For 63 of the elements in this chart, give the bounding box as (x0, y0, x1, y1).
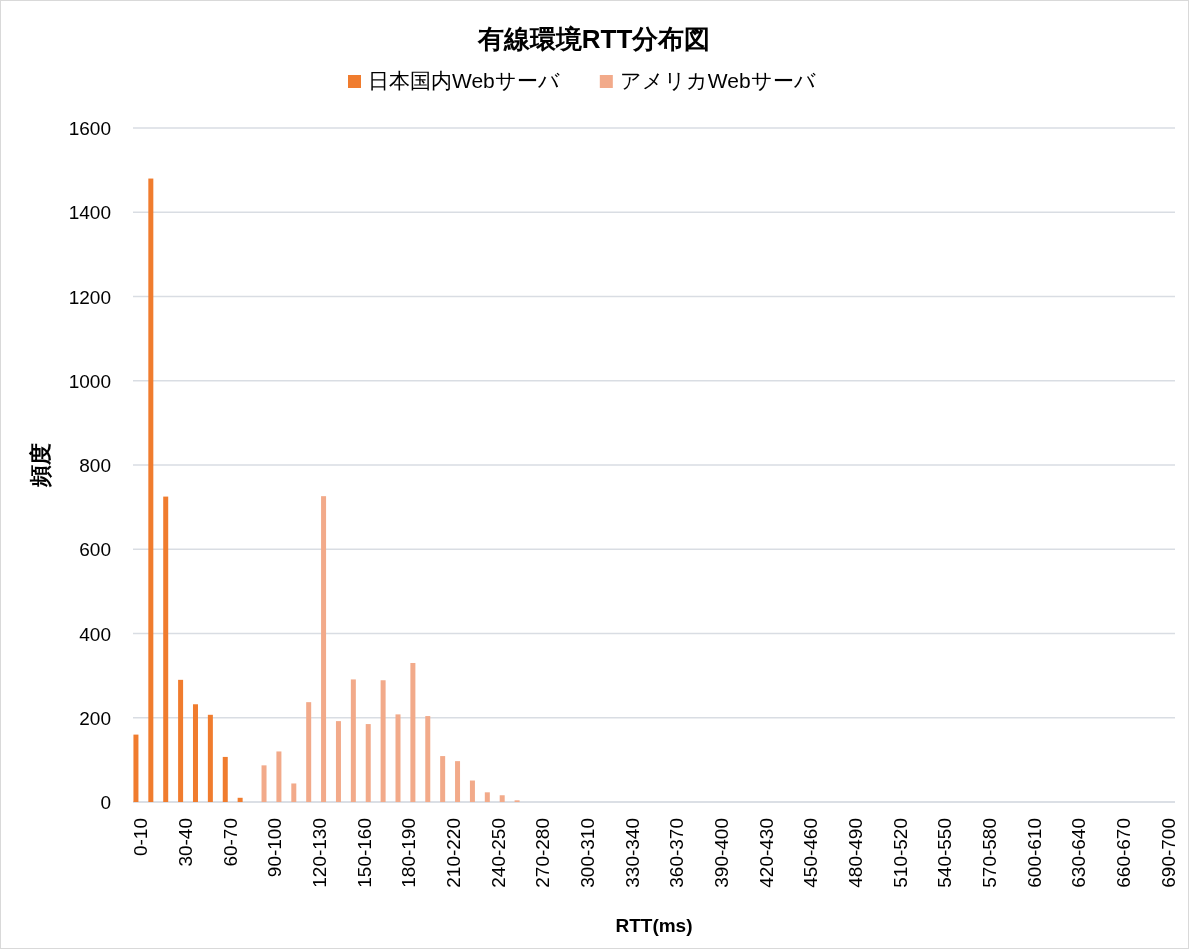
legend-label: アメリカWebサーバ (619, 69, 816, 92)
x-tick-label: 300-310 (577, 818, 599, 888)
y-tick-label: 200 (79, 707, 111, 729)
x-tick-label: 210-220 (443, 818, 465, 888)
x-tick-label: 390-400 (710, 818, 732, 888)
x-tick-label: 120-130 (309, 818, 331, 888)
y-tick-label: 1400 (68, 202, 111, 224)
y-tick-label: 400 (79, 623, 111, 645)
bar (335, 721, 341, 802)
bar (499, 795, 505, 802)
x-tick-label: 0-10 (130, 818, 152, 857)
x-tick-label: 540-550 (934, 818, 956, 888)
x-tick-label: 660-670 (1112, 818, 1134, 888)
bar (440, 756, 446, 802)
bar (395, 714, 401, 802)
bar (455, 761, 461, 802)
x-tick-label: 480-490 (844, 818, 866, 888)
x-tick-label: 240-250 (487, 818, 509, 888)
x-tick-label: 360-370 (666, 818, 688, 888)
y-tick-label: 600 (79, 539, 111, 561)
x-tick-label: 150-160 (353, 818, 375, 888)
y-tick-label: 0 (100, 792, 111, 813)
bar (163, 496, 169, 802)
x-tick-label: 570-580 (978, 818, 1000, 888)
bar (469, 780, 475, 802)
y-tick-label: 800 (79, 455, 111, 476)
y-tick-label: 1200 (68, 286, 111, 308)
bar (178, 679, 184, 802)
bar (410, 662, 416, 802)
x-tick-label: 30-40 (175, 818, 197, 867)
bar (192, 704, 198, 802)
bar (207, 714, 213, 802)
bar (133, 734, 139, 802)
bar (365, 724, 371, 802)
x-tick-label: 90-100 (264, 818, 286, 878)
x-tick-label: 330-340 (621, 818, 643, 888)
bar (306, 702, 312, 802)
bar (291, 783, 297, 802)
bar (276, 751, 282, 802)
y-axis-title: 頻度 (28, 443, 53, 488)
bar (425, 716, 431, 802)
bar (484, 792, 490, 802)
bar (148, 178, 154, 802)
bar (321, 496, 327, 802)
x-tick-label: 60-70 (219, 818, 241, 867)
y-tick-label: 1600 (68, 118, 111, 139)
legend-label: 日本国内Webサーバ (368, 69, 560, 92)
x-tick-label: 180-190 (398, 818, 420, 888)
x-tick-label: 630-640 (1068, 818, 1090, 888)
x-tick-label: 510-520 (889, 818, 911, 888)
bar (380, 680, 386, 802)
bar (350, 679, 356, 802)
x-tick-label: 420-430 (755, 818, 777, 888)
chart-title: 有線環境RTT分布図 (476, 24, 711, 54)
bar (222, 756, 228, 802)
bar (237, 797, 243, 802)
y-tick-label: 1000 (68, 370, 111, 392)
x-tick-label: 600-610 (1023, 818, 1045, 888)
x-tick-label: 690-700 (1157, 818, 1179, 888)
x-tick-label: 450-460 (800, 818, 822, 888)
x-axis-title: RTT(ms) (615, 915, 693, 936)
bar (261, 765, 267, 802)
x-tick-label: 270-280 (532, 818, 554, 888)
